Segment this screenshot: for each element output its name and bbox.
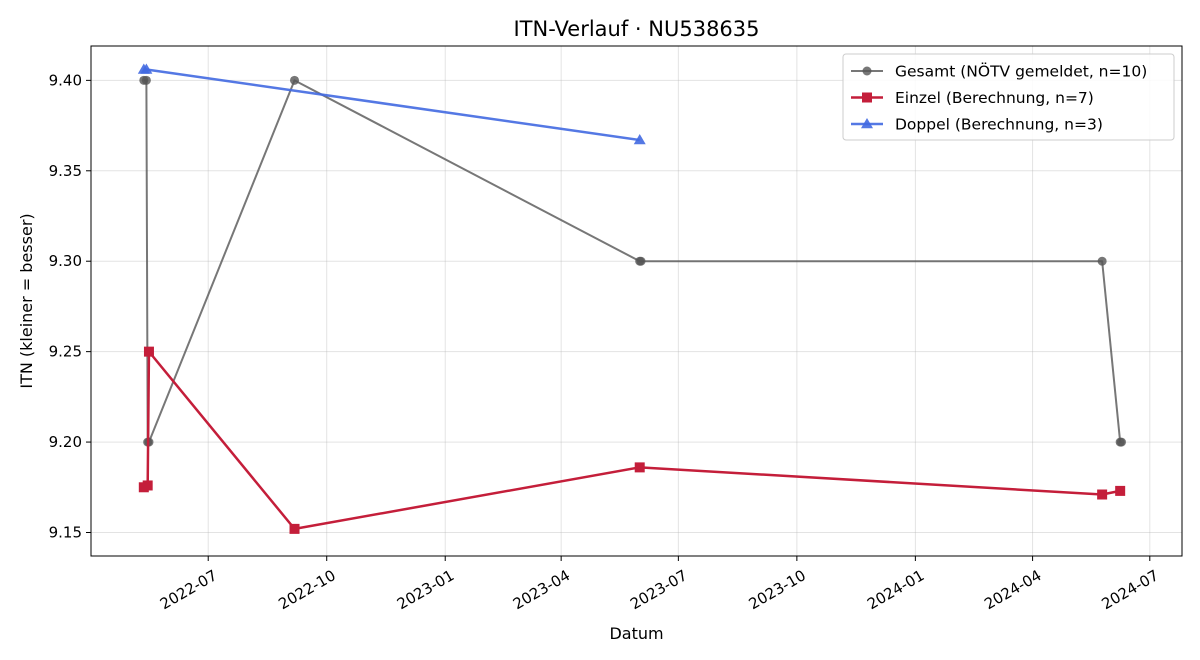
series-triangle [137, 63, 646, 145]
x-tick-label: 2023-07 [627, 566, 690, 613]
series-line [143, 350, 1121, 531]
y-tick-label: 9.40 [49, 71, 82, 89]
x-tick-label: 2023-04 [510, 566, 573, 613]
data-point [289, 523, 300, 534]
legend-frame [842, 53, 1175, 141]
series-layer [137, 63, 1126, 534]
x-tick-label: 2022-07 [157, 566, 220, 613]
data-point [1115, 485, 1126, 496]
data-point [634, 462, 645, 473]
x-tick-label: 2023-01 [394, 566, 457, 613]
data-point [141, 75, 151, 85]
legend: Gesamt (NÖTV gemeldet, n=10) Einzel (Bere… [842, 53, 1175, 141]
x-tick-label: 2024-07 [1099, 566, 1162, 613]
y-axis-label: ITN (kleiner = besser) [17, 213, 36, 388]
x-tick-label: 2024-01 [864, 566, 927, 613]
data-point [1116, 437, 1126, 447]
series-square [138, 346, 1126, 534]
x-tick-label: 2022-10 [275, 566, 338, 613]
chart-title: ITN-Verlauf · NU538635 [513, 17, 759, 41]
plot-frame [90, 45, 1183, 557]
y-tick-label: 9.30 [49, 252, 82, 270]
legend-label: Einzel (Berechnung, n=7) [895, 89, 1094, 107]
y-tick-label: 9.25 [49, 343, 82, 361]
y-axis: 9.15 9.20 9.25 9.30 9.35 9.40 [49, 71, 91, 541]
y-tick-label: 9.35 [49, 162, 82, 180]
data-point [636, 256, 646, 266]
legend-item: Doppel (Berechnung, n=3) [851, 116, 1103, 134]
series-line [143, 79, 1122, 444]
x-axis-label: Datum [609, 624, 663, 643]
legend-marker [862, 66, 872, 76]
x-tick-label: 2023-10 [746, 566, 809, 613]
data-point [1097, 256, 1107, 266]
legend-marker [862, 92, 872, 103]
data-point [633, 134, 646, 145]
data-point [290, 75, 300, 85]
series-circle [139, 75, 1126, 447]
legend-marker [861, 118, 873, 129]
data-point [143, 346, 154, 357]
legend-item: Einzel (Berechnung, n=7) [851, 89, 1094, 107]
legend-label: Gesamt (NÖTV gemeldet, n=10) [895, 62, 1147, 81]
legend-item: Gesamt (NÖTV gemeldet, n=10) [851, 62, 1147, 81]
data-point [140, 63, 153, 74]
x-tick-label: 2024-04 [981, 566, 1044, 613]
x-axis: 2022-07 2022-10 2023-01 2023-04 2023-07 2023-… [157, 556, 1162, 613]
data-point [142, 480, 153, 491]
y-tick-label: 9.15 [49, 523, 82, 541]
data-point [1097, 489, 1108, 500]
legend-label: Doppel (Berechnung, n=3) [895, 116, 1103, 134]
y-tick-label: 9.20 [49, 433, 82, 451]
